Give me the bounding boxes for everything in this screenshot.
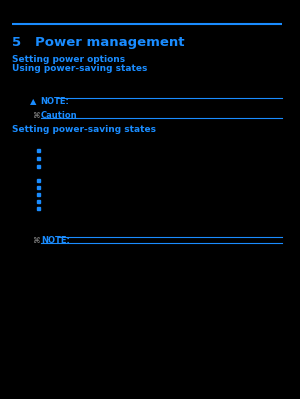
Bar xyxy=(37,179,40,182)
Bar xyxy=(37,186,40,189)
Text: ⌘: ⌘ xyxy=(32,236,40,245)
Bar xyxy=(37,207,40,210)
Bar xyxy=(37,149,40,152)
Text: Caution: Caution xyxy=(41,111,78,120)
Text: ▲: ▲ xyxy=(30,97,37,106)
Text: NOTE:: NOTE: xyxy=(40,97,69,106)
Text: Setting power options: Setting power options xyxy=(12,55,125,64)
Bar xyxy=(37,200,40,203)
Text: 5   Power management: 5 Power management xyxy=(12,36,184,49)
Text: NOTE:: NOTE: xyxy=(41,236,70,245)
Bar xyxy=(37,157,40,160)
Bar xyxy=(37,165,40,168)
Text: ⌘: ⌘ xyxy=(32,111,40,120)
Text: Setting power-saving states: Setting power-saving states xyxy=(12,125,156,134)
Text: Using power-saving states: Using power-saving states xyxy=(12,64,147,73)
Bar xyxy=(37,193,40,196)
